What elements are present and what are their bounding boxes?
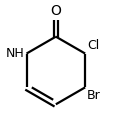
Text: Cl: Cl bbox=[87, 39, 99, 52]
Text: O: O bbox=[50, 4, 61, 18]
Text: Br: Br bbox=[87, 89, 101, 102]
Text: NH: NH bbox=[6, 47, 25, 60]
